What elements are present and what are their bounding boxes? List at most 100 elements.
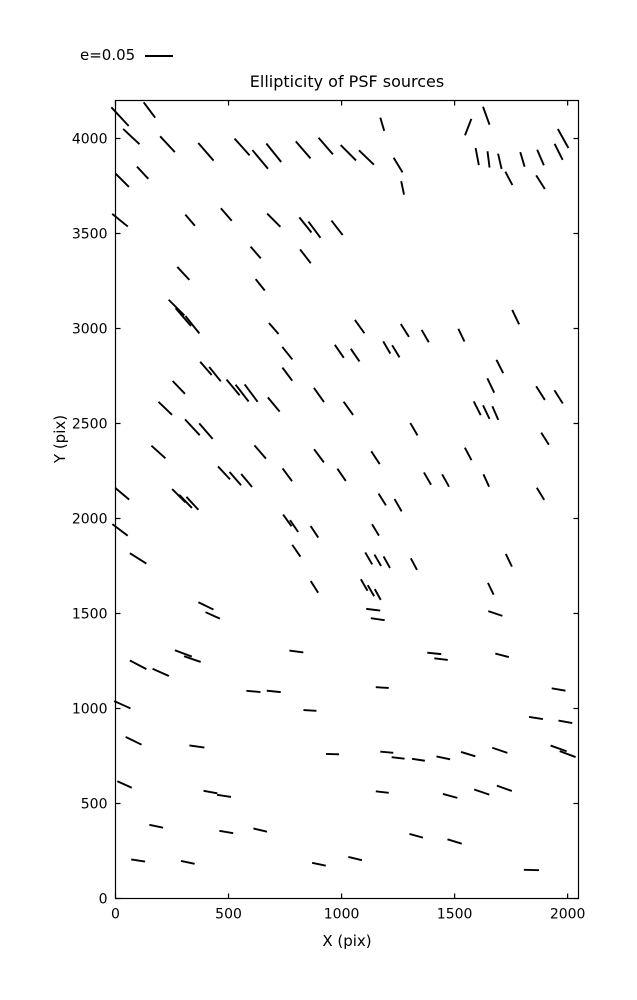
whisker xyxy=(382,555,391,569)
whisker xyxy=(289,519,299,533)
whisker xyxy=(350,348,361,362)
whisker xyxy=(497,153,503,170)
whisker xyxy=(203,789,218,795)
whisker xyxy=(142,101,156,119)
whisker xyxy=(157,401,173,416)
whisker xyxy=(309,580,319,594)
whisker xyxy=(111,523,129,537)
whisker xyxy=(114,172,130,188)
whisker xyxy=(393,498,403,512)
whisker xyxy=(303,709,317,712)
whisker xyxy=(553,389,564,405)
plot-frame xyxy=(114,99,580,900)
whisker xyxy=(129,659,147,670)
whisker xyxy=(535,385,546,401)
whisker xyxy=(220,207,233,222)
whisker xyxy=(253,827,268,833)
whisker xyxy=(198,422,214,440)
y-tick-label: 3500 xyxy=(72,227,108,243)
legend-label: e=0.05 xyxy=(80,46,136,64)
whisker xyxy=(307,221,322,239)
whisker xyxy=(366,584,375,597)
whisker xyxy=(266,689,281,694)
whisker xyxy=(159,135,176,153)
whisker xyxy=(400,180,405,195)
whisker xyxy=(254,278,266,292)
whisker xyxy=(482,473,490,488)
whisker xyxy=(391,756,405,760)
whisker xyxy=(336,468,347,482)
whisker xyxy=(409,422,419,436)
whisker xyxy=(240,473,253,488)
whisker xyxy=(447,838,463,845)
whisker xyxy=(243,383,259,403)
whisker xyxy=(348,856,363,862)
whisker xyxy=(309,525,320,539)
whisker xyxy=(392,157,404,173)
whisker xyxy=(380,750,394,754)
whisker xyxy=(528,716,544,720)
whisker xyxy=(504,553,513,568)
whisker xyxy=(313,387,325,403)
whisker xyxy=(317,137,334,156)
whisker xyxy=(174,649,193,658)
whisker xyxy=(373,588,382,601)
whisker xyxy=(536,487,546,501)
whisker xyxy=(370,450,381,465)
whisker xyxy=(487,610,503,617)
whisker xyxy=(553,143,564,161)
x-tick-label: 500 xyxy=(215,907,242,923)
whisker xyxy=(150,444,167,460)
whisker xyxy=(370,617,385,622)
whisker xyxy=(313,448,325,463)
page-title: Ellipticity of PSF sources xyxy=(249,72,445,91)
whisker xyxy=(233,138,251,157)
whisker xyxy=(360,578,369,592)
whisker xyxy=(116,780,133,789)
whisker xyxy=(113,700,131,710)
whisker xyxy=(184,315,201,334)
whisker xyxy=(114,487,130,501)
whisker xyxy=(340,144,357,162)
whisker-layer xyxy=(110,101,576,872)
whisker xyxy=(251,149,269,170)
whisker xyxy=(473,788,490,796)
whisker xyxy=(110,106,130,127)
whisker xyxy=(434,657,448,661)
axis-tick-labels: 0 500 1000 1500 2000 0 500 1000 1500 2000 2500 3000… xyxy=(72,132,586,923)
whisker xyxy=(511,309,520,325)
whisker xyxy=(199,361,213,376)
whisker xyxy=(168,299,186,317)
reference-whisker-icon xyxy=(145,54,174,57)
whisker xyxy=(496,784,513,792)
whisker xyxy=(129,552,147,565)
whisker xyxy=(409,557,418,571)
whisker xyxy=(535,174,546,190)
whisker xyxy=(184,214,196,227)
whisker xyxy=(178,494,193,509)
whisker xyxy=(208,366,222,382)
whisker xyxy=(265,142,282,163)
whisker xyxy=(249,245,262,260)
whisker xyxy=(550,744,567,753)
whisker xyxy=(282,513,293,527)
whisker xyxy=(391,344,401,358)
whisker xyxy=(519,151,526,167)
whisker xyxy=(420,329,430,343)
whisker xyxy=(409,833,424,839)
whisker xyxy=(442,793,458,799)
y-tick-label: 500 xyxy=(81,797,108,813)
whisker xyxy=(152,667,170,677)
whisker xyxy=(382,340,392,355)
whisker xyxy=(136,165,150,180)
whisker xyxy=(558,719,573,724)
whisker xyxy=(281,366,293,382)
whisker xyxy=(504,171,514,186)
whisker xyxy=(171,380,186,395)
whisker xyxy=(375,686,389,689)
whisker xyxy=(427,651,442,656)
whisker xyxy=(472,400,482,416)
whisker xyxy=(423,471,432,486)
whisker xyxy=(246,689,261,693)
